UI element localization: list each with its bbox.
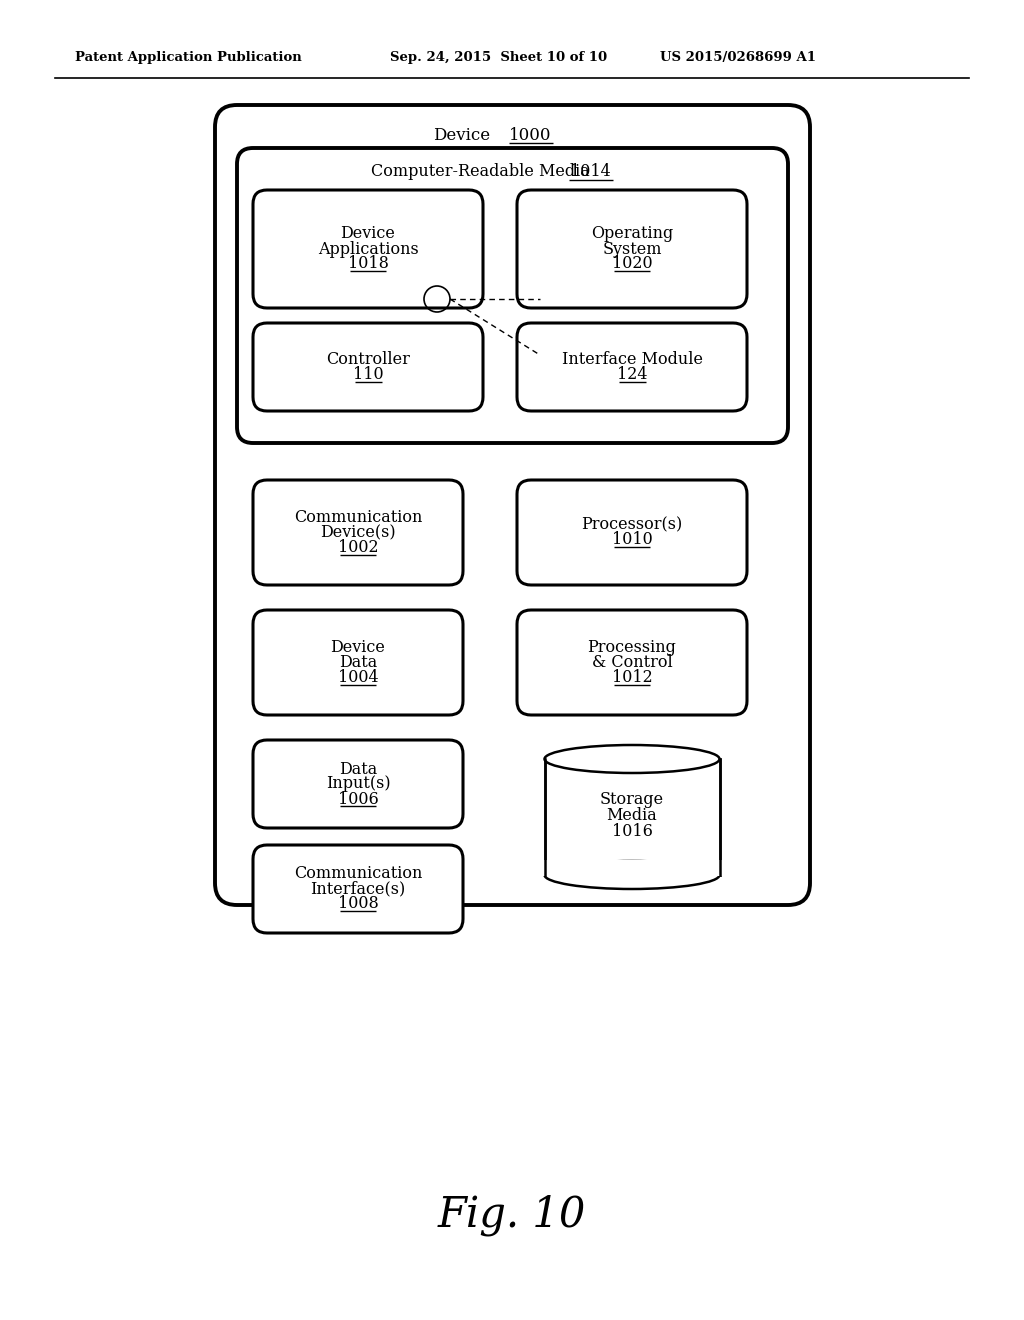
Text: Data: Data [339,653,377,671]
Bar [545,759,720,875]
FancyBboxPatch shape [517,190,746,308]
Text: Operating: Operating [591,226,673,243]
Text: 1018: 1018 [347,256,388,272]
Text: Communication: Communication [294,866,422,883]
FancyBboxPatch shape [215,106,810,906]
Text: Communication: Communication [294,510,422,525]
Text: Processing: Processing [588,639,677,656]
Text: Data: Data [339,760,377,777]
Text: 1000: 1000 [509,127,552,144]
Text: Processor(s): Processor(s) [582,516,683,533]
Text: Input(s): Input(s) [326,776,390,792]
Text: Device: Device [331,639,385,656]
Text: Device: Device [433,127,490,144]
Text: Interface(s): Interface(s) [310,880,406,898]
FancyBboxPatch shape [253,741,463,828]
Text: 1014: 1014 [570,164,611,181]
Text: 1012: 1012 [611,669,652,686]
Text: Fig. 10: Fig. 10 [438,1195,586,1236]
Text: Device: Device [341,226,395,243]
Text: Controller: Controller [326,351,410,368]
FancyBboxPatch shape [253,610,463,715]
Text: US 2015/0268699 A1: US 2015/0268699 A1 [660,51,816,65]
Text: Media: Media [606,807,657,824]
Text: 1006: 1006 [338,791,379,808]
FancyBboxPatch shape [253,845,463,933]
Ellipse shape [545,744,720,774]
FancyBboxPatch shape [517,610,746,715]
Text: Sep. 24, 2015  Sheet 10 of 10: Sep. 24, 2015 Sheet 10 of 10 [390,51,607,65]
Text: & Control: & Control [592,653,673,671]
FancyBboxPatch shape [237,148,788,444]
Text: Interface Module: Interface Module [561,351,702,368]
FancyBboxPatch shape [517,323,746,411]
Text: 1010: 1010 [611,532,652,549]
Text: Computer-Readable Media: Computer-Readable Media [371,164,590,181]
Text: 1020: 1020 [611,256,652,272]
FancyBboxPatch shape [517,480,746,585]
Text: 124: 124 [616,366,647,383]
FancyBboxPatch shape [253,190,483,308]
Ellipse shape [545,861,720,888]
Text: System: System [602,240,662,257]
Text: Applications: Applications [317,240,419,257]
FancyBboxPatch shape [253,480,463,585]
Text: Storage: Storage [600,791,664,808]
Text: Device(s): Device(s) [321,524,396,541]
FancyBboxPatch shape [253,323,483,411]
Bar [543,861,722,876]
Text: 110: 110 [352,366,383,383]
Text: 1016: 1016 [611,822,652,840]
Text: 1004: 1004 [338,669,378,686]
Text: Patent Application Publication: Patent Application Publication [75,51,302,65]
Text: 1008: 1008 [338,895,379,912]
Text: 1002: 1002 [338,539,378,556]
